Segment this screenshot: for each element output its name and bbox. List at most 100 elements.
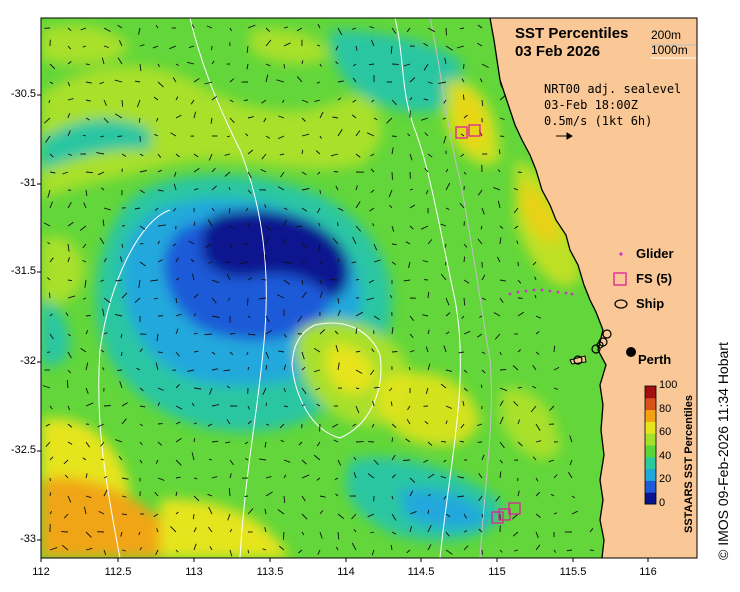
current-vector bbox=[96, 152, 105, 155]
current-vector bbox=[283, 279, 291, 285]
current-vector bbox=[445, 549, 453, 555]
current-vector bbox=[391, 225, 395, 232]
current-vector bbox=[313, 369, 321, 373]
current-vector bbox=[391, 135, 397, 137]
current-vector bbox=[535, 351, 540, 355]
current-vector bbox=[262, 548, 267, 551]
current-vector bbox=[301, 366, 306, 371]
current-vector bbox=[301, 99, 309, 103]
current-vector bbox=[461, 78, 465, 83]
current-vector bbox=[204, 243, 213, 248]
current-vector bbox=[99, 81, 105, 85]
current-vector bbox=[67, 441, 73, 445]
current-vector bbox=[445, 420, 448, 425]
current-vector bbox=[97, 423, 105, 428]
current-vector bbox=[421, 225, 429, 230]
current-vector bbox=[391, 454, 396, 461]
current-vector bbox=[155, 24, 159, 29]
current-vector bbox=[191, 452, 195, 461]
current-vector bbox=[569, 459, 573, 466]
current-vector bbox=[190, 99, 195, 105]
current-vector bbox=[211, 440, 219, 443]
current-vector bbox=[409, 188, 414, 191]
current-vector bbox=[517, 386, 522, 389]
current-vector bbox=[352, 236, 357, 245]
current-vector bbox=[351, 513, 357, 520]
current-vector bbox=[496, 256, 501, 263]
current-vector bbox=[459, 440, 465, 443]
current-vector bbox=[172, 243, 177, 247]
current-vector bbox=[175, 351, 180, 357]
current-vector bbox=[517, 441, 523, 447]
current-vector bbox=[351, 542, 357, 551]
current-vector bbox=[229, 117, 235, 124]
current-vector bbox=[67, 405, 71, 411]
current-vector bbox=[67, 27, 72, 32]
current-vector bbox=[139, 189, 145, 194]
current-vector bbox=[391, 531, 397, 535]
current-vector bbox=[463, 530, 468, 533]
current-vector bbox=[313, 348, 321, 353]
current-vector bbox=[535, 544, 541, 551]
current-vector bbox=[191, 402, 195, 407]
current-vector bbox=[247, 189, 252, 194]
current-vector bbox=[301, 188, 310, 191]
current-vector bbox=[460, 133, 465, 137]
vector-scale-label: 0.5m/s (1kt 6h) bbox=[544, 114, 653, 128]
current-vector bbox=[49, 153, 54, 158]
current-vector bbox=[154, 207, 159, 211]
current-vector bbox=[193, 111, 197, 119]
current-vector bbox=[427, 544, 432, 551]
current-vector bbox=[97, 171, 105, 176]
current-vector bbox=[85, 99, 91, 102]
current-vector bbox=[355, 225, 362, 232]
current-vector bbox=[478, 495, 483, 502]
current-vector bbox=[301, 207, 308, 212]
current-vector bbox=[265, 74, 269, 83]
current-vector bbox=[282, 99, 285, 103]
current-vector bbox=[134, 207, 141, 210]
legend-ship-symbol bbox=[614, 299, 628, 309]
current-vector bbox=[445, 531, 450, 537]
current-vector bbox=[283, 207, 288, 211]
current-vector bbox=[427, 525, 432, 533]
current-vector bbox=[121, 99, 124, 107]
current-vector bbox=[481, 297, 486, 301]
current-vector bbox=[513, 401, 519, 407]
current-vector bbox=[175, 511, 179, 515]
current-vector bbox=[477, 423, 483, 427]
current-vector bbox=[512, 531, 519, 537]
current-vector bbox=[402, 459, 411, 461]
x-tick-label: 112.5 bbox=[104, 566, 132, 578]
current-vector bbox=[444, 243, 447, 248]
current-vector bbox=[155, 549, 159, 556]
current-vector bbox=[265, 351, 270, 359]
current-vector bbox=[247, 549, 250, 554]
current-vector bbox=[229, 473, 232, 479]
current-vector bbox=[301, 133, 310, 137]
current-vector bbox=[283, 42, 291, 47]
current-vector bbox=[553, 387, 558, 390]
current-vector bbox=[480, 225, 483, 230]
current-vector bbox=[427, 239, 433, 245]
current-vector bbox=[157, 81, 164, 88]
current-vector bbox=[499, 94, 507, 101]
current-vector bbox=[532, 364, 537, 371]
current-vector bbox=[355, 153, 361, 158]
current-vector bbox=[535, 513, 541, 518]
current-vector bbox=[409, 490, 414, 497]
current-vector bbox=[499, 400, 504, 407]
current-vector bbox=[355, 130, 361, 137]
current-vector bbox=[280, 439, 285, 443]
current-vector bbox=[175, 313, 182, 317]
current-vector bbox=[117, 135, 123, 137]
current-vector bbox=[301, 531, 305, 536]
current-vector bbox=[61, 544, 69, 551]
current-vector bbox=[462, 400, 465, 407]
current-vector bbox=[85, 495, 92, 499]
current-vector bbox=[103, 476, 108, 479]
current-vector bbox=[85, 547, 93, 551]
current-vector bbox=[481, 351, 486, 354]
current-vector bbox=[100, 187, 105, 191]
current-vector bbox=[366, 297, 375, 301]
